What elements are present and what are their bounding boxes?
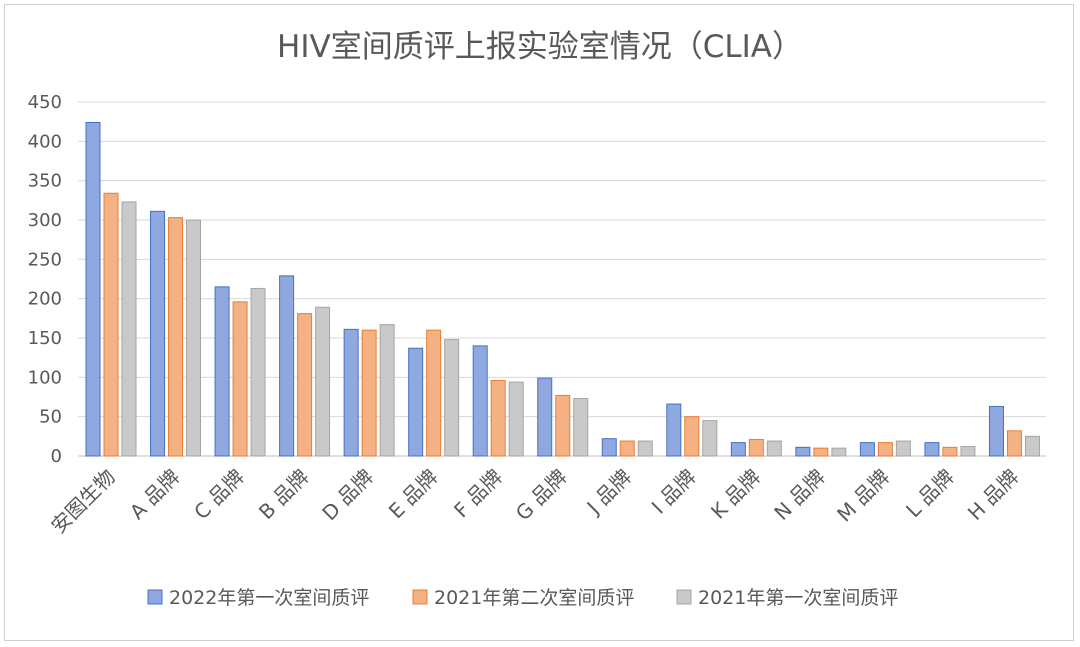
y-tick-label: 150 (28, 328, 62, 349)
bar (472, 345, 488, 457)
legend-swatch (412, 589, 428, 605)
bar (573, 398, 589, 457)
bar (730, 442, 746, 457)
bar (168, 217, 184, 457)
legend: 2022年第一次室间质评 2021年第二次室间质评 2021年第一次室间质评 (147, 587, 898, 609)
chart-title: HIV室间质评上报实验室情况（CLIA） (277, 29, 803, 65)
bar (895, 440, 911, 457)
y-tick-label: 300 (28, 210, 62, 231)
bar (877, 442, 893, 457)
x-tick-label: A 品牌 (125, 465, 184, 524)
bar (813, 447, 829, 457)
x-tick-label: I 品牌 (647, 465, 701, 519)
bar (490, 379, 506, 457)
bar (214, 286, 230, 457)
bar (444, 339, 460, 457)
y-axis: 0 50 100 150 200 250 300 350 400 450 (28, 92, 62, 467)
bar (315, 306, 331, 457)
bar (766, 440, 782, 457)
bar (379, 324, 395, 457)
y-tick-label: 200 (28, 289, 62, 310)
x-axis: 安图生物 A 品牌 C 品牌 B 品牌 D 品牌 E 品牌 F 品牌 G 品牌 J 品牌 I 品牌… (46, 465, 1023, 539)
bar (666, 403, 682, 457)
x-tick-label: G 品牌 (511, 465, 572, 526)
bar (555, 394, 571, 457)
bar (988, 405, 1004, 457)
bar (85, 121, 101, 457)
bar (619, 440, 635, 457)
bar (795, 446, 811, 457)
x-tick-label: N 品牌 (769, 465, 829, 525)
bar (426, 329, 442, 457)
bars (85, 121, 1040, 457)
bar (279, 275, 295, 457)
bar (748, 438, 764, 457)
bar (186, 219, 202, 457)
bar (508, 381, 524, 457)
bar (601, 438, 617, 457)
bar (1006, 430, 1022, 457)
bar (960, 446, 976, 457)
x-tick-label: M 品牌 (832, 465, 894, 527)
x-tick-label: H 品牌 (963, 465, 1023, 525)
legend-swatch (147, 589, 163, 605)
bar (103, 192, 119, 457)
x-tick-label: J 品牌 (581, 465, 636, 520)
bar (297, 313, 313, 457)
y-tick-label: 350 (28, 171, 62, 192)
bar (361, 329, 377, 457)
legend-swatch (676, 589, 692, 605)
x-tick-label: D 品牌 (317, 465, 378, 526)
bar (537, 377, 553, 457)
bar (250, 287, 266, 457)
legend-label: 2021年第二次室间质评 (434, 587, 634, 609)
x-tick-label: K 品牌 (706, 465, 765, 524)
x-tick-label: C 品牌 (189, 465, 249, 525)
legend-label: 2022年第一次室间质评 (169, 587, 369, 609)
y-tick-label: 250 (28, 249, 62, 270)
bar (232, 301, 248, 457)
y-tick-label: 400 (28, 131, 62, 152)
bar (684, 416, 700, 457)
y-tick-label: 0 (51, 446, 62, 467)
bar (924, 442, 940, 457)
bar (1024, 435, 1040, 457)
y-tick-label: 50 (39, 407, 62, 428)
legend-label: 2021年第一次室间质评 (698, 587, 898, 609)
bar (121, 201, 137, 457)
x-tick-label: B 品牌 (254, 465, 313, 524)
bar (637, 440, 653, 457)
y-tick-label: 450 (28, 92, 62, 113)
bar (702, 420, 718, 457)
bar (408, 347, 424, 457)
bar (831, 447, 847, 457)
x-tick-label: 安图生物 (46, 465, 120, 539)
bar (343, 328, 359, 457)
x-tick-label: F 品牌 (449, 465, 507, 523)
bar (859, 442, 875, 457)
x-tick-label: L 品牌 (901, 465, 959, 523)
y-tick-label: 100 (28, 367, 62, 388)
x-tick-label: E 品牌 (384, 465, 443, 524)
bar (942, 446, 958, 457)
bar (150, 210, 166, 457)
